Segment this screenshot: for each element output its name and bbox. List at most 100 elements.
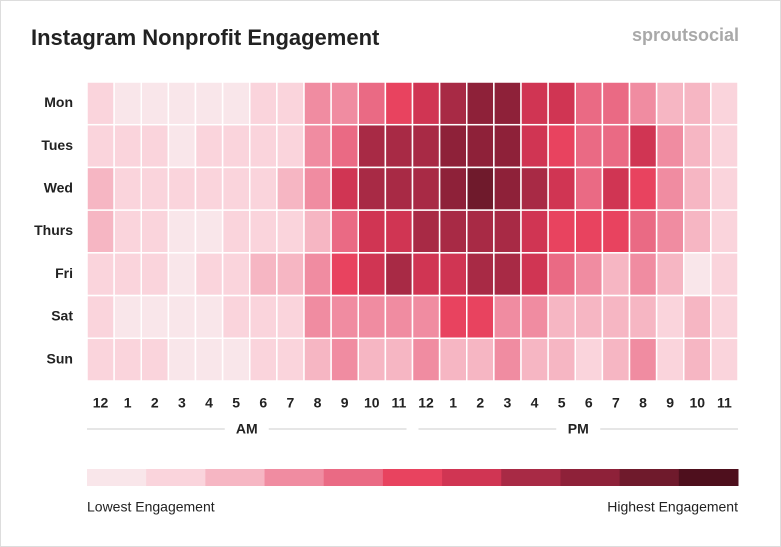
heatmap-cell <box>113 337 142 382</box>
heatmap-cell <box>303 209 332 254</box>
heatmap-cell <box>520 209 549 254</box>
heatmap-cell <box>140 209 170 254</box>
legend-high-label: Highest Engagement <box>607 499 738 515</box>
heatmap-cell <box>493 166 522 211</box>
heatmap-cell <box>303 294 332 340</box>
x-tick-label: 2 <box>151 395 159 411</box>
heatmap-cell <box>466 294 495 340</box>
legend-swatch <box>678 469 739 486</box>
heatmap-cell <box>167 123 197 169</box>
x-tick-label: 9 <box>341 395 349 411</box>
heatmap-cell <box>140 81 170 126</box>
heatmap-cell <box>113 166 142 211</box>
x-tick-label: 8 <box>639 395 647 411</box>
y-tick-label: Thurs <box>34 222 73 238</box>
heatmap-cell <box>276 81 305 126</box>
heatmap-cell <box>574 209 604 254</box>
x-tick-label: 5 <box>232 395 240 411</box>
heatmap-cell <box>194 252 224 297</box>
heatmap-cell <box>574 252 604 297</box>
heatmap-cell <box>113 81 142 126</box>
heatmap-cell <box>384 294 414 340</box>
heatmap-cell <box>330 166 359 211</box>
heatmap-cell <box>628 294 658 340</box>
heatmap-cell <box>113 294 142 340</box>
x-tick-label: 5 <box>558 395 566 411</box>
legend-swatch <box>619 469 680 486</box>
heatmap-cell <box>140 252 170 297</box>
heatmap-cell <box>520 81 549 126</box>
heatmap-cell <box>466 252 495 297</box>
heatmap-cell <box>330 209 359 254</box>
heatmap-cell <box>628 337 658 382</box>
heatmap-cell <box>86 337 115 382</box>
heatmap-cell <box>493 209 522 254</box>
heatmap-cell <box>411 294 441 340</box>
heatmap-cell <box>384 252 414 297</box>
heatmap-cell <box>628 123 658 169</box>
heatmap-cell <box>86 81 115 126</box>
x-tick-label: 7 <box>612 395 620 411</box>
heatmap-cell <box>194 294 224 340</box>
heatmap-cell <box>113 209 142 254</box>
heatmap-cell <box>167 81 197 126</box>
heatmap-cell <box>628 252 658 297</box>
heatmap-cell <box>330 252 359 297</box>
x-tick-label: 4 <box>205 395 213 411</box>
heatmap-cell <box>655 209 685 254</box>
x-tick-label: 3 <box>504 395 512 411</box>
heatmap-cell <box>601 123 631 169</box>
y-tick-label: Fri <box>55 265 73 281</box>
heatmap-cell <box>276 252 305 297</box>
heatmap-cell <box>438 166 468 211</box>
heatmap-cell <box>330 81 359 126</box>
heatmap-cell <box>466 337 495 382</box>
heatmap-cell <box>710 252 739 297</box>
heatmap-cell <box>249 252 278 297</box>
heatmap-cell <box>330 294 359 340</box>
heatmap-cell <box>438 123 468 169</box>
heatmap-cell <box>438 252 468 297</box>
legend-swatch <box>323 469 384 486</box>
y-tick-label: Mon <box>44 94 73 110</box>
heatmap-cell <box>411 337 441 382</box>
legend-swatch <box>560 469 621 486</box>
heatmap-cell <box>655 81 685 126</box>
heatmap-cell <box>357 123 387 169</box>
heatmap-cell <box>655 294 685 340</box>
heatmap-cell <box>221 337 251 382</box>
heatmap-cell <box>438 81 468 126</box>
heatmap-cell <box>574 81 604 126</box>
heatmap-cell <box>276 337 305 382</box>
x-tick-label: 1 <box>124 395 132 411</box>
heatmap-cell <box>438 209 468 254</box>
heatmap-cell <box>249 294 278 340</box>
heatmap-cell <box>601 252 631 297</box>
heatmap-cell <box>438 294 468 340</box>
heatmap-cell <box>683 337 712 382</box>
x-tick-label: 4 <box>531 395 539 411</box>
heatmap-cell <box>86 166 115 211</box>
y-tick-label: Sat <box>51 308 73 324</box>
group-label: PM <box>568 421 589 437</box>
heatmap-cell <box>276 166 305 211</box>
heatmap-cell <box>411 123 441 169</box>
heatmap-cell <box>140 294 170 340</box>
heatmap-cell <box>628 209 658 254</box>
heatmap-cell <box>411 166 441 211</box>
heatmap-cell <box>574 123 604 169</box>
heatmap-cell <box>303 337 332 382</box>
heatmap-cell <box>547 209 576 254</box>
heatmap-cell <box>303 252 332 297</box>
heatmap-cell <box>357 294 387 340</box>
y-tick-label: Wed <box>44 179 73 195</box>
heatmap-cell <box>194 81 224 126</box>
chart-title: Instagram Nonprofit Engagement <box>31 25 380 50</box>
heatmap-cell <box>520 337 549 382</box>
heatmap-cell <box>221 252 251 297</box>
heatmap-cell <box>601 294 631 340</box>
heatmap-cell <box>86 209 115 254</box>
heatmap-cell <box>276 123 305 169</box>
heatmap-cell <box>194 209 224 254</box>
